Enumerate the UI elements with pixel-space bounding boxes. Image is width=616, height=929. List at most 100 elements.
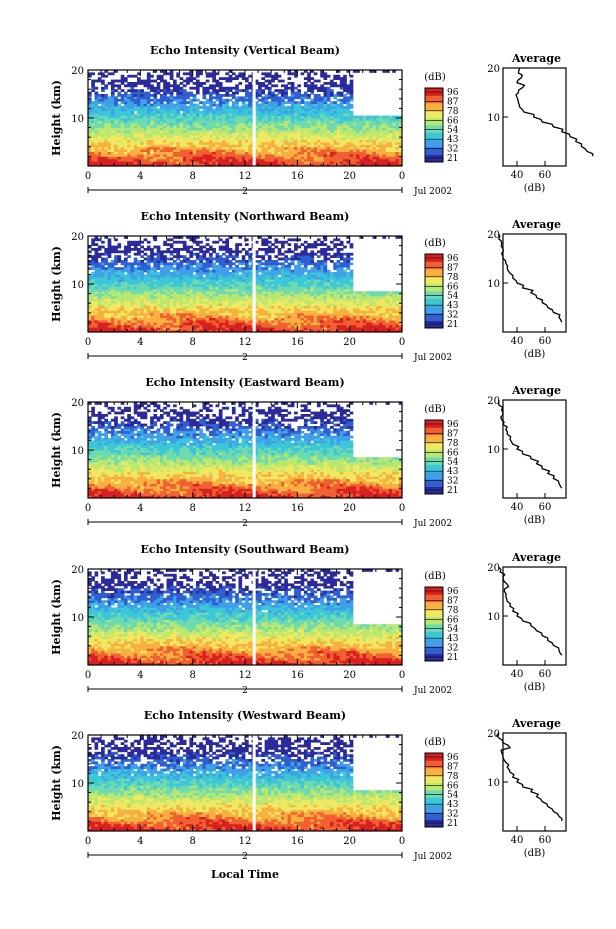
heatmap-cell [130, 291, 135, 294]
heatmap-cell [346, 86, 351, 90]
heatmap-cell [189, 286, 194, 290]
colorbar-label: 66 [447, 116, 459, 126]
heatmap-cell [333, 324, 337, 328]
heatmap-cell [258, 134, 262, 138]
heatmap-cell [379, 322, 383, 326]
heatmap-cell [398, 298, 403, 302]
heatmap-cell [186, 122, 190, 126]
heatmap-cell [97, 94, 102, 97]
heatmap-cell [330, 89, 334, 92]
heatmap-cell [274, 110, 279, 114]
heatmap-cell [375, 329, 380, 333]
heatmap-cell [346, 130, 351, 133]
heatmap-cell [156, 86, 161, 90]
heatmap-cell [346, 110, 351, 114]
heatmap-cell [277, 122, 282, 126]
heatmap-cell [333, 163, 337, 167]
heatmap-cell [280, 303, 285, 306]
heatmap-cell [195, 127, 200, 131]
heatmap-cell [254, 161, 259, 164]
heatmap-cell [356, 156, 360, 160]
heatmap-cell [169, 103, 174, 107]
heatmap-cell [88, 139, 92, 143]
heatmap-cell [372, 115, 377, 119]
heatmap-cell [186, 298, 190, 302]
heatmap-cell [356, 329, 360, 333]
heatmap-cell [114, 144, 118, 148]
heatmap-cell [189, 312, 194, 316]
heatmap-cell [392, 305, 396, 309]
heatmap-cell [169, 310, 174, 314]
heatmap-cell [336, 300, 341, 304]
heatmap-cell [130, 163, 135, 167]
heatmap-cell [379, 293, 383, 297]
heatmap-cell [330, 320, 334, 323]
heatmap-cell [336, 317, 341, 321]
heatmap-cell [182, 296, 187, 299]
heatmap-cell [254, 300, 259, 304]
heatmap-cell [97, 98, 102, 102]
heatmap-cell [123, 139, 128, 143]
heatmap-cell [156, 293, 161, 297]
heatmap-cell [349, 122, 354, 126]
heatmap-cell [238, 115, 243, 119]
heatmap-cell [209, 130, 213, 133]
heatmap-cell [349, 130, 354, 133]
heatmap-cell [287, 317, 292, 321]
heatmap-cell [343, 317, 347, 321]
heatmap-cell [117, 161, 122, 164]
heatmap-cell [271, 291, 275, 294]
heatmap-cell [343, 329, 347, 333]
heatmap-cell [248, 154, 252, 157]
heatmap-cell [369, 142, 373, 145]
heatmap-cell [107, 151, 112, 155]
heatmap-cell [182, 122, 187, 126]
heatmap-cell [140, 320, 144, 323]
heatmap-cell [195, 84, 200, 88]
heatmap-cell [212, 144, 216, 148]
heatmap-cell [333, 291, 337, 294]
heatmap-cell [169, 122, 174, 126]
heatmap-cell [192, 322, 197, 326]
heatmap-cell [205, 79, 210, 83]
heatmap-cell [362, 312, 367, 316]
heatmap-cell [123, 146, 128, 150]
heatmap-cell [225, 132, 230, 136]
heatmap-cell [235, 303, 239, 306]
heatmap [88, 236, 403, 333]
heatmap-cell [287, 305, 292, 309]
heatmap-cell [245, 291, 249, 294]
heatmap-cell [395, 151, 400, 155]
heatmap-cell [150, 142, 154, 145]
heatmap-cell [356, 130, 360, 133]
heatmap-cell [91, 310, 95, 314]
heatmap-cell [297, 308, 301, 311]
heatmap-cell [107, 327, 112, 330]
heatmap-cell [310, 144, 315, 148]
heatmap-cell [123, 320, 128, 323]
heatmap-cell [300, 137, 305, 140]
heatmap-cell [176, 98, 180, 102]
heatmap-cell [222, 151, 226, 155]
heatmap-cell [137, 79, 141, 83]
heatmap-cell [228, 74, 233, 78]
heatmap-cell [166, 310, 171, 314]
heatmap-cell [372, 118, 377, 121]
heatmap-cell [310, 288, 315, 292]
heatmap-cell [186, 324, 190, 328]
heatmap-cell [225, 108, 230, 112]
heatmap-cell [133, 94, 138, 97]
heatmap-cell [349, 161, 354, 164]
heatmap-cell [323, 329, 328, 333]
heatmap-cell [189, 115, 194, 119]
heatmap-cell [117, 108, 122, 112]
heatmap-cell [189, 317, 194, 321]
heatmap-cell [215, 115, 220, 119]
heatmap-cell [140, 144, 144, 148]
heatmap-cell [287, 329, 292, 333]
heatmap-cell [375, 151, 380, 155]
heatmap-cell [104, 324, 109, 328]
heatmap-cell [326, 146, 331, 150]
heatmap-cell [228, 151, 233, 155]
heatmap-cell [179, 101, 184, 104]
